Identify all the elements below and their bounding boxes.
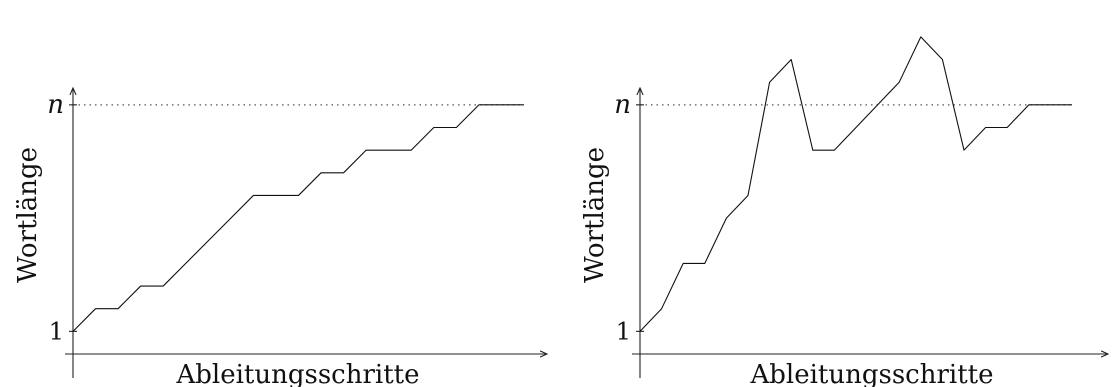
chart-panel-2: 1 n Ableitungsschritte Wortlänge (580, 36, 1108, 387)
series-line (72, 104, 524, 332)
y-axis-label: Wortlänge (580, 147, 610, 283)
x-axis-label: Ableitungsschritte (749, 360, 993, 387)
y-tick-label: 1 (616, 317, 631, 345)
y-tick-label: n (614, 90, 631, 120)
y-axis-label: Wortlänge (13, 147, 43, 283)
chart-panel-1: 1 n Ableitungsschritte Wortlänge (13, 88, 547, 387)
series-line (639, 36, 1072, 332)
x-axis-label: Ableitungsschritte (175, 360, 419, 387)
y-tick-label: n (47, 90, 64, 120)
y-tick-label: 1 (49, 317, 64, 345)
